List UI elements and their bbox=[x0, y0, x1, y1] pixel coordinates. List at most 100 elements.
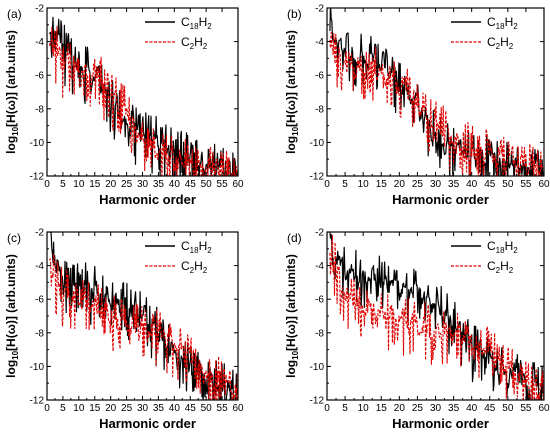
x-tick-label: 25 bbox=[412, 403, 424, 414]
x-tick-label: 45 bbox=[185, 179, 197, 190]
series-group bbox=[329, 8, 544, 176]
x-tick-label: 25 bbox=[121, 179, 133, 190]
x-tick-label: 50 bbox=[201, 179, 213, 190]
y-tick-label: -12 bbox=[310, 172, 325, 183]
y-tick-label: -6 bbox=[35, 71, 44, 82]
x-tick-label: 30 bbox=[137, 403, 149, 414]
x-tick-label: 55 bbox=[217, 179, 229, 190]
y-tick-label: -10 bbox=[310, 362, 325, 373]
x-tick-label: 15 bbox=[376, 179, 388, 190]
x-tick-label: 40 bbox=[169, 179, 181, 190]
y-tick-label: -6 bbox=[35, 295, 44, 306]
x-tick-label: 30 bbox=[430, 403, 442, 414]
panel-label: (a) bbox=[7, 7, 22, 21]
x-tick-label: 45 bbox=[185, 403, 197, 414]
x-tick-label: 0 bbox=[324, 403, 330, 414]
x-tick-label: 30 bbox=[430, 179, 442, 190]
x-tick-label: 60 bbox=[232, 403, 244, 414]
y-tick-label: -10 bbox=[310, 138, 325, 149]
y-axis-label: log10[H(ω)] (arb.units) bbox=[4, 254, 20, 378]
panel-c: 0 5 10 15 20 25 30 35 40 45 50 55 60 -12 -10 -8 -6 -4 -2 (c… bbox=[4, 228, 244, 432]
legend: C18H2 C2H2 bbox=[451, 15, 518, 51]
y-axis-label: log10[H(ω)] (arb.units) bbox=[284, 30, 300, 154]
panel-label: (b) bbox=[287, 7, 302, 21]
panel-b: 0 5 10 15 20 25 30 35 40 45 50 55 60 -12 -10 -8 -6 -4 -2 (b… bbox=[284, 4, 550, 208]
series-line-c2h2 bbox=[48, 25, 238, 176]
legend-label-c2h2: C2H2 bbox=[181, 259, 208, 275]
legend-label-c18h2: C18H2 bbox=[487, 15, 518, 31]
y-tick-label: -4 bbox=[35, 37, 44, 48]
x-tick-label: 5 bbox=[60, 403, 66, 414]
x-tick-label: 60 bbox=[232, 179, 244, 190]
legend-label-c18h2: C18H2 bbox=[487, 239, 518, 255]
x-axis-label: Harmonic order bbox=[392, 416, 489, 431]
x-tick-label: 10 bbox=[73, 403, 85, 414]
x-tick-label: 55 bbox=[520, 179, 532, 190]
x-tick-label: 35 bbox=[448, 179, 460, 190]
x-tick-label: 50 bbox=[502, 179, 514, 190]
series-line-c18h2 bbox=[48, 16, 238, 176]
legend-label-c2h2: C2H2 bbox=[487, 259, 514, 275]
y-tick-label: -8 bbox=[35, 104, 44, 115]
x-tick-label: 40 bbox=[466, 403, 478, 414]
legend: C18H2 C2H2 bbox=[145, 15, 212, 51]
y-tick-label: -2 bbox=[315, 4, 324, 15]
y-tick-label: -12 bbox=[310, 396, 325, 407]
panel-label: (c) bbox=[7, 231, 21, 245]
x-tick-label: 60 bbox=[538, 403, 550, 414]
x-tick-label: 40 bbox=[169, 403, 181, 414]
plot-frame bbox=[46, 7, 239, 177]
x-tick-label: 35 bbox=[153, 403, 165, 414]
x-tick-label: 30 bbox=[137, 179, 149, 190]
x-tick-label: 35 bbox=[448, 403, 460, 414]
series-line-c2h2 bbox=[329, 31, 544, 176]
y-tick-label: -12 bbox=[30, 172, 45, 183]
y-tick-label: -8 bbox=[315, 104, 324, 115]
x-tick-label: 45 bbox=[484, 403, 496, 414]
x-tick-label: 50 bbox=[502, 403, 514, 414]
series-group bbox=[329, 232, 544, 400]
y-axis-label: log10[H(ω)] (arb.units) bbox=[4, 30, 20, 154]
x-axis-label: Harmonic order bbox=[392, 192, 489, 207]
x-tick-label: 25 bbox=[121, 403, 133, 414]
x-tick-label: 5 bbox=[342, 179, 348, 190]
x-tick-label: 10 bbox=[358, 179, 370, 190]
y-tick-label: -4 bbox=[315, 37, 324, 48]
x-tick-label: 55 bbox=[217, 403, 229, 414]
x-tick-label: 55 bbox=[520, 403, 532, 414]
x-tick-label: 20 bbox=[394, 179, 406, 190]
legend-label-c2h2: C2H2 bbox=[487, 35, 514, 51]
legend-label-c2h2: C2H2 bbox=[181, 35, 208, 51]
y-tick-label: -6 bbox=[315, 71, 324, 82]
x-tick-label: 20 bbox=[105, 403, 117, 414]
series-group bbox=[48, 16, 238, 176]
legend: C18H2 C2H2 bbox=[451, 239, 518, 275]
series-line-c18h2 bbox=[329, 8, 544, 176]
y-tick-label: -8 bbox=[35, 328, 44, 339]
y-tick-label: -10 bbox=[30, 138, 45, 149]
panel-label: (d) bbox=[287, 231, 302, 245]
y-axis-label: log10[H(ω)] (arb.units) bbox=[284, 254, 300, 378]
series-line-c2h2 bbox=[329, 235, 544, 400]
x-tick-label: 40 bbox=[466, 179, 478, 190]
x-tick-label: 0 bbox=[324, 179, 330, 190]
x-tick-label: 20 bbox=[394, 403, 406, 414]
legend-label-c18h2: C18H2 bbox=[181, 15, 212, 31]
x-tick-label: 5 bbox=[60, 179, 66, 190]
y-tick-label: -2 bbox=[35, 4, 44, 15]
x-axis-label: Harmonic order bbox=[99, 416, 196, 431]
x-tick-label: 20 bbox=[105, 179, 117, 190]
series-group bbox=[49, 232, 238, 400]
x-axis-label: Harmonic order bbox=[99, 192, 196, 207]
legend: C18H2 C2H2 bbox=[145, 239, 212, 275]
x-tick-label: 15 bbox=[376, 403, 388, 414]
y-tick-label: -8 bbox=[315, 328, 324, 339]
x-tick-label: 60 bbox=[538, 179, 550, 190]
y-tick-label: -12 bbox=[30, 396, 45, 407]
panel-a: 0 5 10 15 20 25 30 35 40 45 50 55 60 -12 -10 -8 -6 -4 -2 (a… bbox=[4, 4, 244, 208]
x-tick-label: 10 bbox=[358, 403, 370, 414]
x-tick-label: 15 bbox=[89, 403, 101, 414]
legend-label-c18h2: C18H2 bbox=[181, 239, 212, 255]
x-tick-label: 0 bbox=[44, 179, 50, 190]
